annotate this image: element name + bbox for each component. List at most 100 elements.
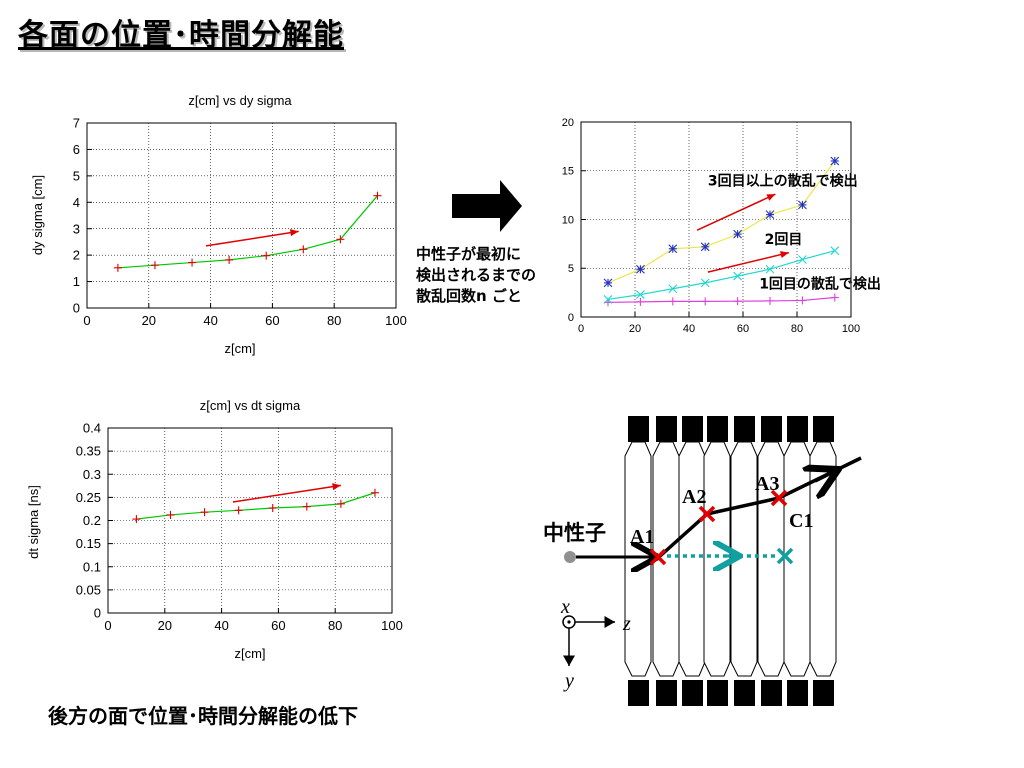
data-point	[636, 290, 645, 299]
slide-title: 各面の位置･時間分解能	[18, 18, 344, 53]
series-line	[136, 492, 376, 520]
pmt-top	[813, 416, 834, 442]
neutron-source-icon	[564, 551, 576, 563]
y-tick-label: 20	[562, 117, 574, 129]
y-tick-label: 5	[73, 168, 80, 183]
y-axis-label: dt sigma [ns]	[26, 485, 41, 559]
scintillator-bar	[624, 441, 652, 677]
pmt-top	[761, 416, 782, 442]
chart-title: z[cm] vs dy sigma	[188, 93, 292, 108]
y-tick-label: 6	[73, 142, 80, 157]
x-tick-label: 0	[578, 323, 584, 335]
y-tick-label: 15	[562, 166, 574, 178]
plot-area: 0 20 40 60 80 100 0 1 2 3 4 5 6 7	[73, 116, 407, 328]
big-right-arrow-icon	[452, 180, 522, 232]
data-point	[830, 293, 839, 302]
x-tick-label: 20	[629, 323, 641, 335]
pmt-bottom	[682, 680, 703, 706]
y-tick-label: 4	[73, 195, 80, 210]
pmt-top	[787, 416, 808, 442]
pmt-bottom	[734, 680, 755, 706]
x-tick-label: 100	[842, 323, 860, 335]
note-line: 中性子が最初に	[416, 245, 522, 263]
trend-arrowhead	[332, 483, 341, 491]
pmt-bottom	[656, 680, 677, 706]
scintillator-bar	[783, 441, 811, 677]
x-tick-label: 40	[214, 618, 228, 633]
data-point	[701, 297, 710, 306]
data-point	[166, 510, 175, 519]
series-line	[117, 195, 378, 269]
data-point	[798, 255, 807, 264]
x-tick-label: 40	[203, 313, 217, 328]
chart-title: z[cm] vs dt sigma	[200, 398, 301, 413]
y-tick-label: 0.35	[76, 444, 101, 459]
data-point	[700, 278, 710, 288]
data-point	[668, 244, 678, 254]
data-point	[299, 245, 308, 254]
trend-arrowhead	[766, 194, 776, 201]
y-tick-label: 0.05	[76, 582, 101, 597]
detector-diagram: 中性子 A1 A2 A3 C1 x z y	[543, 416, 862, 706]
data-point	[336, 499, 345, 508]
x-tick-label: 0	[83, 313, 90, 328]
trend-arrowhead	[780, 251, 789, 258]
trend-arrow	[707, 251, 790, 273]
series-line	[607, 296, 835, 303]
scatter-note: 中性子が最初に 検出されるまでの 散乱回数n ごと	[416, 244, 536, 307]
y-tick-label: 10	[562, 214, 574, 226]
pmt-top	[707, 416, 728, 442]
x-axis-label: z[cm]	[234, 646, 265, 661]
label-a1: A1	[630, 526, 654, 548]
trend-arrow	[205, 230, 299, 247]
data-point	[830, 246, 840, 256]
chart-dy-sigma: z[cm] vs dy sigma 0 20 40 60 80 100 0 1 2 3 4 5 6 7 z…	[30, 93, 407, 356]
data-point	[336, 235, 345, 244]
data-point	[636, 297, 645, 306]
data-point	[830, 156, 840, 166]
neutron-label: 中性子	[543, 521, 606, 545]
y-tick-label: 5	[568, 263, 574, 275]
y-tick-label: 0.1	[83, 559, 101, 574]
y-tick-label: 7	[73, 116, 80, 131]
plot-area: 0 20 40 60 80 100 0 5 10 15 20 3回目以上の散乱で検出 2回目 1回目の散乱…	[562, 117, 881, 335]
data-point	[733, 297, 742, 306]
scintillator-bar	[809, 441, 837, 677]
pmt-top	[628, 416, 649, 442]
chart-dt-sigma: z[cm] vs dt sigma 0 20 40 60 80 100 0 0.05 0.1 0.…	[26, 398, 403, 661]
expected-hit-cross-icon	[776, 547, 794, 565]
pmt-top	[734, 416, 755, 442]
pmt-top	[656, 416, 677, 442]
data-point	[200, 508, 209, 517]
y-tick-label: 0	[94, 606, 101, 621]
scintillator-bar	[652, 441, 680, 677]
x-tick-label: 80	[328, 618, 342, 633]
plot-frame	[86, 122, 397, 309]
data-point	[766, 296, 774, 305]
scintillator-bar	[730, 441, 758, 677]
label-c1: C1	[789, 510, 813, 532]
pmt-bottom	[761, 680, 782, 706]
pmt-bottom	[707, 680, 728, 706]
y-tick-label: 0.2	[83, 513, 101, 528]
data-point	[765, 210, 775, 220]
x-tick-label: 60	[737, 323, 749, 335]
x-axis-label: z[cm]	[224, 341, 255, 356]
data-point	[370, 488, 379, 497]
y-axis-label: dy sigma [cm]	[30, 175, 45, 255]
series-annotation: 1回目の散乱で検出	[759, 276, 881, 293]
axis-label-x: x	[560, 596, 570, 618]
chart-scatter-count: 0 20 40 60 80 100 0 5 10 15 20 3回目以上の散乱で検出 2回目 1回目の散乱…	[562, 117, 881, 335]
x-tick-label: 100	[385, 313, 407, 328]
data-point	[603, 295, 613, 304]
x-tick-label: 60	[265, 313, 279, 328]
data-point	[798, 296, 807, 305]
trend-arrowhead	[289, 229, 299, 237]
footer-note: 後方の面で位置･時間分解能の低下	[48, 704, 358, 728]
detector-bars	[624, 416, 837, 706]
x-tick-label: 40	[683, 323, 695, 335]
data-point	[225, 255, 234, 264]
pmt-bottom	[813, 680, 834, 706]
data-point	[302, 502, 311, 511]
y-tick-label: 2	[73, 248, 80, 263]
